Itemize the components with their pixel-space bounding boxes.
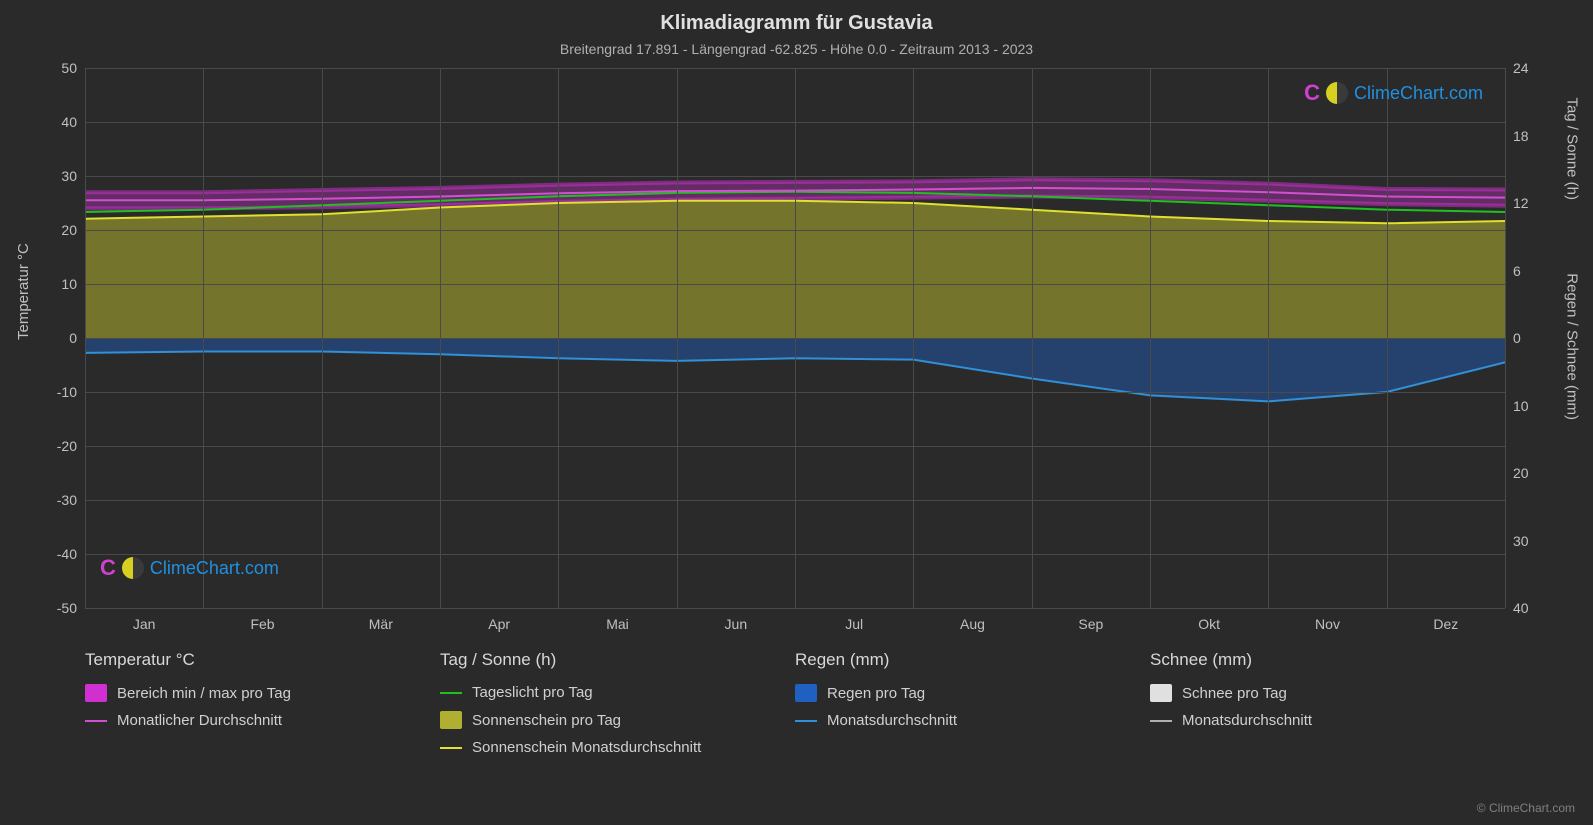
tick-month: Jul (845, 616, 863, 632)
legend-item: Monatsdurchschnitt (1150, 712, 1505, 729)
legend-item: Tageslicht pro Tag (440, 684, 795, 701)
tick-month: Apr (488, 616, 510, 632)
tick-right-bottom: 20 (1513, 465, 1529, 481)
legend-swatch-icon (1150, 684, 1172, 702)
legend-label: Tageslicht pro Tag (472, 684, 593, 701)
tick-right-top: 24 (1513, 60, 1529, 76)
tick-month: Aug (960, 616, 985, 632)
legend-column: Regen (mm) Regen pro Tag Monatsdurchschnit… (795, 650, 1150, 766)
watermark-text: ClimeChart.com (1354, 83, 1483, 104)
legend-line-icon (85, 720, 107, 722)
tick-month: Sep (1078, 616, 1103, 632)
tick-left: -20 (57, 438, 77, 454)
copyright-text: © ClimeChart.com (1477, 801, 1575, 815)
legend-item: Monatsdurchschnitt (795, 712, 1150, 729)
tick-month: Nov (1315, 616, 1340, 632)
tick-right-bottom: 30 (1513, 533, 1529, 549)
tick-left: 10 (61, 276, 77, 292)
gridline-v (440, 68, 441, 608)
legend-item: Sonnenschein Monatsdurchschnitt (440, 739, 795, 756)
tick-right-top: 6 (1513, 263, 1521, 279)
legend-swatch-icon (440, 711, 462, 729)
legend-line-icon (440, 747, 462, 749)
logo-sun-icon (122, 557, 144, 579)
tick-right-top: 12 (1513, 195, 1529, 211)
gridline-v (677, 68, 678, 608)
gridline-v (1150, 68, 1151, 608)
y-axis-left-label: Temperatur °C (15, 243, 32, 340)
legend-header: Tag / Sonne (h) (440, 650, 795, 670)
gridline-v (85, 68, 86, 608)
tick-month: Dez (1433, 616, 1458, 632)
tick-left: -10 (57, 384, 77, 400)
gridline-v (1387, 68, 1388, 608)
legend-swatch-icon (85, 684, 107, 702)
tick-left: 40 (61, 114, 77, 130)
watermark-top: C ClimeChart.com (1304, 80, 1483, 106)
legend-label: Monatsdurchschnitt (827, 712, 957, 729)
tick-right-bottom: 10 (1513, 398, 1529, 414)
tick-left: 20 (61, 222, 77, 238)
legend-label: Schnee pro Tag (1182, 685, 1287, 702)
watermark-text: ClimeChart.com (150, 558, 279, 579)
y-axis-right-bottom-label: Regen / Schnee (mm) (1564, 273, 1581, 420)
tick-left: -50 (57, 600, 77, 616)
logo-c-icon: C (100, 555, 116, 581)
tick-left: 30 (61, 168, 77, 184)
gridline-v (203, 68, 204, 608)
tick-right-bottom: 40 (1513, 600, 1529, 616)
gridline-v (1505, 68, 1506, 608)
chart-title: Klimadiagramm für Gustavia (0, 0, 1593, 35)
tick-left: -30 (57, 492, 77, 508)
legend-header: Schnee (mm) (1150, 650, 1505, 670)
tick-month: Jun (725, 616, 748, 632)
gridline-v (322, 68, 323, 608)
legend: Temperatur °C Bereich min / max pro Tag Mo… (85, 650, 1505, 766)
legend-header: Temperatur °C (85, 650, 440, 670)
legend-line-icon (440, 692, 462, 694)
climate-chart: Klimadiagramm für Gustavia Breitengrad 1… (0, 0, 1593, 825)
legend-line-icon (1150, 720, 1172, 722)
tick-month: Mär (369, 616, 393, 632)
gridline-v (558, 68, 559, 608)
legend-label: Regen pro Tag (827, 685, 925, 702)
watermark-bottom: C ClimeChart.com (100, 555, 279, 581)
gridline-v (913, 68, 914, 608)
logo-sun-icon (1326, 82, 1348, 104)
tick-month: Okt (1198, 616, 1220, 632)
logo-c-icon: C (1304, 80, 1320, 106)
tick-right-top: 0 (1513, 330, 1521, 346)
tick-left: 50 (61, 60, 77, 76)
legend-label: Sonnenschein Monatsdurchschnitt (472, 739, 701, 756)
legend-item: Bereich min / max pro Tag (85, 684, 440, 702)
gridline-v (1268, 68, 1269, 608)
legend-item: Sonnenschein pro Tag (440, 711, 795, 729)
tick-month: Jan (133, 616, 156, 632)
chart-subtitle: Breitengrad 17.891 - Längengrad -62.825 … (0, 35, 1593, 57)
plot-area: 50403020100-10-20-30-40-5024181260102030… (85, 68, 1505, 608)
gridline-v (1032, 68, 1033, 608)
gridline-v (795, 68, 796, 608)
tick-left: -40 (57, 546, 77, 562)
tick-month: Mai (606, 616, 629, 632)
legend-header: Regen (mm) (795, 650, 1150, 670)
legend-label: Monatsdurchschnitt (1182, 712, 1312, 729)
legend-label: Bereich min / max pro Tag (117, 685, 291, 702)
legend-column: Temperatur °C Bereich min / max pro Tag Mo… (85, 650, 440, 766)
legend-label: Monatlicher Durchschnitt (117, 712, 282, 729)
y-axis-right-top-label: Tag / Sonne (h) (1564, 97, 1581, 200)
legend-item: Monatlicher Durchschnitt (85, 712, 440, 729)
tick-right-top: 18 (1513, 128, 1529, 144)
legend-item: Regen pro Tag (795, 684, 1150, 702)
legend-swatch-icon (795, 684, 817, 702)
gridline-h (85, 608, 1505, 609)
legend-item: Schnee pro Tag (1150, 684, 1505, 702)
legend-label: Sonnenschein pro Tag (472, 712, 621, 729)
legend-column: Schnee (mm) Schnee pro Tag Monatsdurchschn… (1150, 650, 1505, 766)
legend-column: Tag / Sonne (h) Tageslicht pro Tag Sonnens… (440, 650, 795, 766)
tick-left: 0 (69, 330, 77, 346)
tick-month: Feb (250, 616, 274, 632)
legend-line-icon (795, 720, 817, 722)
